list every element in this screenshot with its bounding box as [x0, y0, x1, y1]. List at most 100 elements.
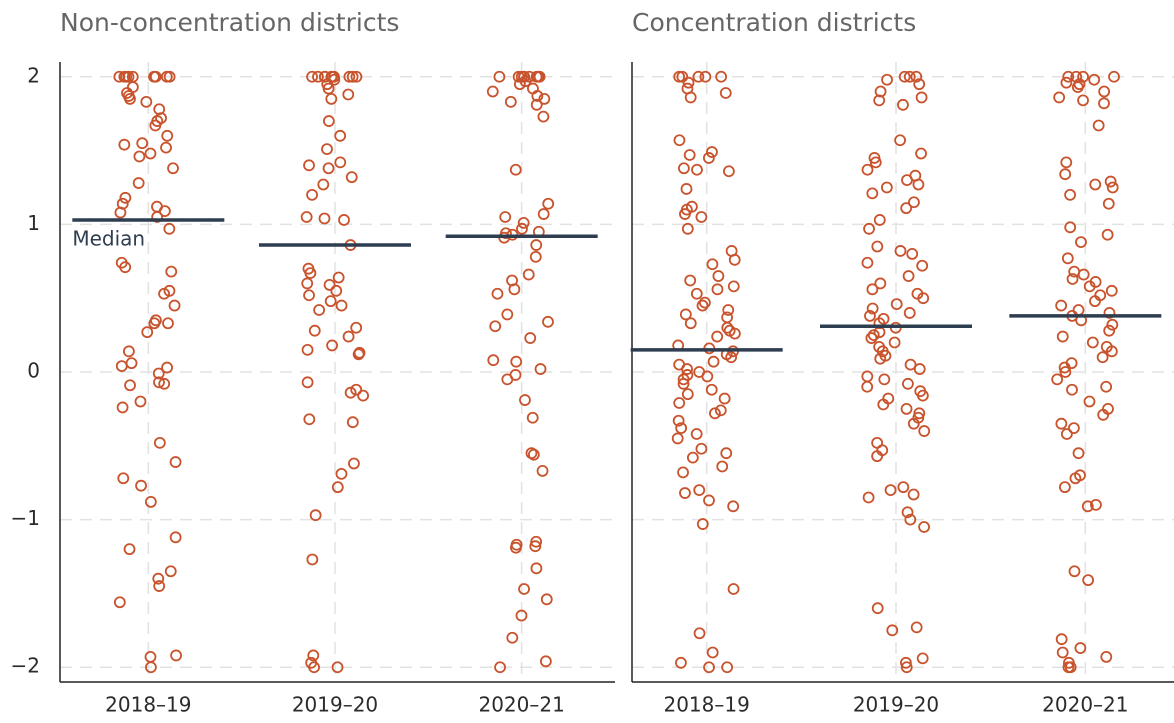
data-point [728, 253, 741, 266]
data-point [141, 326, 154, 339]
data-point [1100, 651, 1113, 663]
panel-title: Non-concentration districts [60, 8, 399, 37]
x-tick-label: 2019–20 [292, 693, 378, 717]
x-tick-label: 2018–19 [105, 693, 191, 717]
data-point [350, 70, 363, 83]
data-point [714, 404, 727, 417]
data-point [530, 70, 543, 83]
data-point [306, 188, 318, 201]
data-point [691, 163, 703, 176]
data-point [1088, 73, 1101, 86]
data-point [301, 343, 314, 356]
data-point [677, 377, 690, 390]
data-point [343, 70, 356, 83]
data-point [527, 448, 540, 461]
data-point [324, 295, 337, 308]
data-point [1082, 574, 1095, 587]
data-point [898, 70, 911, 83]
data-point [915, 147, 927, 160]
data-point [679, 208, 691, 220]
data-point [916, 259, 929, 272]
y-tick-label: −2 [11, 654, 40, 678]
data-point [1100, 380, 1113, 393]
data-point [871, 602, 884, 615]
data-point [342, 88, 355, 101]
data-point [874, 85, 887, 98]
data-point [1106, 318, 1119, 331]
data-point [306, 70, 318, 83]
data-point [676, 70, 689, 83]
data-point [114, 206, 127, 219]
data-point [878, 373, 891, 386]
data-point [874, 352, 887, 365]
data-point [725, 351, 738, 364]
data-point [1053, 91, 1066, 104]
data-point [1059, 366, 1072, 378]
data-point [508, 283, 521, 296]
data-point [1105, 284, 1118, 297]
data-point [350, 383, 363, 396]
data-point [912, 178, 925, 191]
data-point [1086, 336, 1099, 349]
data-point [901, 506, 914, 519]
data-point [522, 268, 535, 281]
data-point [706, 646, 719, 659]
data-point [513, 78, 526, 91]
data-point [904, 513, 917, 526]
data-point [160, 141, 172, 154]
data-point [494, 661, 506, 674]
data-point [727, 583, 740, 595]
data-point [1064, 221, 1077, 234]
data-point [509, 163, 522, 176]
data-point [917, 292, 930, 305]
data-point [1061, 252, 1074, 265]
data-point [690, 287, 703, 300]
data-point [309, 509, 322, 522]
data-point [897, 481, 910, 494]
data-point [696, 518, 709, 530]
data-point [1055, 633, 1068, 646]
data-point [524, 332, 537, 344]
data-point [684, 317, 697, 330]
data-point [1075, 236, 1087, 248]
x-tick-label: 2020–21 [478, 693, 564, 717]
data-point [894, 134, 906, 147]
data-point [877, 398, 890, 411]
data-point [122, 90, 135, 102]
data-point [303, 289, 315, 302]
data-point [1059, 481, 1071, 494]
data-point [695, 442, 708, 455]
data-point [677, 373, 690, 386]
data-point [149, 70, 162, 83]
data-point [510, 541, 522, 554]
data-point [1056, 330, 1069, 343]
data-point [330, 284, 343, 297]
data-point [152, 367, 165, 380]
data-point [491, 287, 504, 300]
data-point [153, 376, 165, 389]
data-point [1067, 422, 1080, 434]
data-point [134, 395, 147, 408]
data-point [873, 317, 886, 330]
data-point [499, 211, 512, 223]
data-point [1055, 417, 1068, 430]
data-point [125, 357, 138, 370]
data-point [169, 456, 182, 468]
data-point [161, 129, 174, 142]
data-point [133, 150, 146, 163]
data-point [1098, 97, 1110, 110]
data-point [169, 531, 182, 544]
data-point [696, 299, 709, 312]
data-point [303, 413, 316, 426]
data-point [1083, 280, 1096, 293]
data-point [1071, 81, 1084, 93]
data-point [158, 205, 171, 217]
data-point [890, 298, 903, 310]
data-point [1077, 268, 1090, 281]
data-point [918, 425, 931, 437]
data-point [487, 354, 500, 367]
data-point [530, 98, 543, 111]
data-point [493, 70, 506, 83]
data-point [900, 661, 913, 674]
